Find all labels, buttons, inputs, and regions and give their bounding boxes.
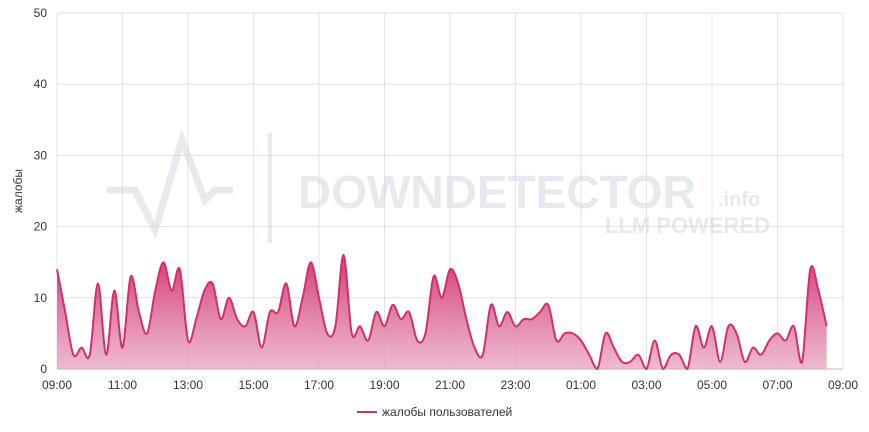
y-tick-label: 40 [34, 77, 48, 91]
x-tick-label: 05:00 [697, 378, 727, 392]
x-tick-label: 19:00 [369, 378, 399, 392]
x-tick-label: 13:00 [173, 378, 203, 392]
y-tick-label: 10 [34, 291, 48, 305]
y-tick-label: 0 [40, 362, 47, 376]
watermark-suffix: .info [718, 189, 760, 211]
legend-label: жалобы пользователей [382, 405, 512, 419]
area [57, 255, 827, 369]
x-tick-label: 17:00 [304, 378, 334, 392]
watermark: DOWNDETECTOR .info LLM POWERED [107, 129, 770, 243]
line [56, 254, 828, 371]
x-tick-label: 11:00 [108, 378, 137, 392]
x-tick-label: 03:00 [631, 378, 661, 392]
y-tick-label: 30 [34, 148, 48, 162]
watermark-logo [107, 129, 233, 240]
y-tick-label: 50 [34, 6, 48, 20]
x-tick-label: 07:00 [762, 378, 792, 392]
x-tick-label: 21:00 [435, 378, 465, 392]
x-tick-label: 23:00 [500, 378, 530, 392]
x-tick-label: 15:00 [238, 378, 268, 392]
x-tick-label: 09:00 [42, 378, 72, 392]
watermark-tagline: LLM POWERED [605, 213, 770, 238]
x-tick-label: 01:00 [566, 378, 596, 392]
watermark-brand: DOWNDETECTOR [298, 166, 696, 218]
y-axis-label: жалобы [11, 169, 25, 213]
x-tick-label: 09:00 [828, 378, 858, 392]
y-tick-label: 20 [34, 220, 48, 234]
